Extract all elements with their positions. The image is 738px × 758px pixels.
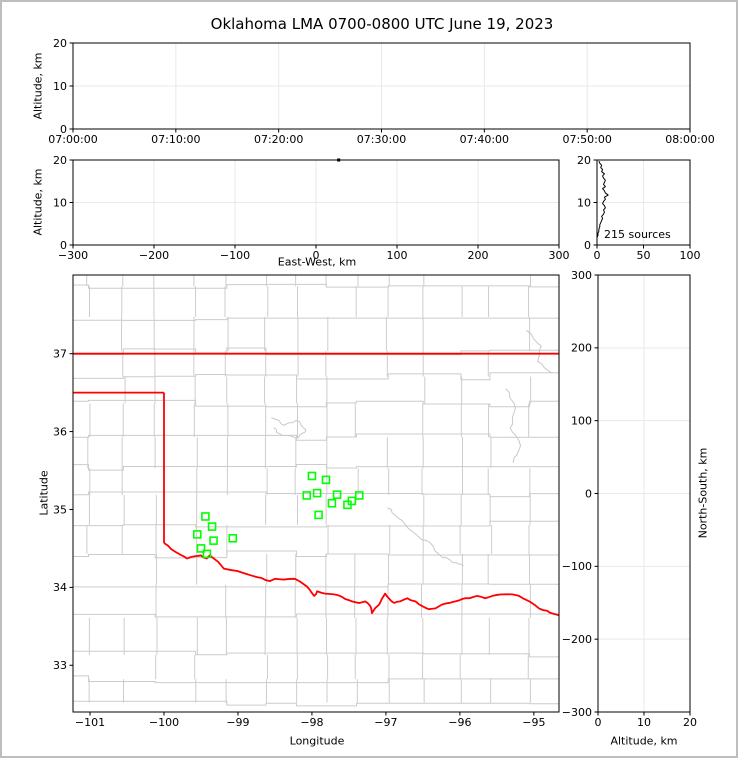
x-tick-label: 07:30:00	[357, 133, 406, 146]
x-tick-label: −100	[220, 249, 250, 262]
lma-station-marker	[228, 533, 238, 543]
y-tick-label: 10	[53, 80, 67, 93]
x-tick-label: 0	[313, 249, 320, 262]
state-border	[73, 352, 559, 617]
x-tick-label: −98	[300, 716, 323, 729]
x-tick-label: 0	[594, 249, 601, 262]
map-ylabel: Latitude	[37, 470, 51, 516]
x-tick-label: 07:40:00	[460, 133, 509, 146]
figure-title: Oklahoma LMA 0700-0800 UTC June 19, 2023	[210, 15, 554, 33]
y-tick-label: 35	[53, 503, 67, 516]
x-tick-label: 10	[637, 716, 651, 729]
map-layers	[73, 275, 559, 707]
lma-station-marker	[321, 475, 331, 485]
y-tick-label: −300	[562, 706, 592, 719]
x-tick-label: −100	[149, 716, 179, 729]
x-tick-label: 07:10:00	[151, 133, 200, 146]
y-tick-label: 33	[53, 659, 67, 672]
y-tick-label: 300	[571, 269, 592, 282]
y-tick-label: 0	[585, 487, 592, 500]
lma-station-marker	[192, 530, 202, 539]
lma-station-marker	[201, 512, 210, 521]
lma-station-marker	[196, 544, 206, 553]
x-tick-label: 07:50:00	[562, 133, 611, 146]
lma-station-marker	[327, 498, 337, 508]
y-tick-label: 20	[53, 37, 67, 50]
x-tick-label: 07:00:00	[48, 133, 97, 146]
lma-station-marker	[314, 510, 323, 520]
lma-station-marker	[332, 490, 342, 499]
y-tick-label: −100	[562, 560, 592, 573]
y-tick-label: −200	[562, 633, 592, 646]
x-tick-label: 100	[387, 249, 408, 262]
x-tick-label: −95	[522, 716, 545, 729]
x-tick-label: 100	[680, 249, 701, 262]
x-tick-label: 20	[683, 716, 697, 729]
sources-count-annotation: 215 sources	[604, 228, 671, 241]
altitude-histogram-trace	[597, 160, 609, 244]
y-tick-label: 100	[571, 414, 592, 427]
lma-station-marker	[302, 491, 312, 500]
ns-panel-ylabel: North-South, km	[696, 447, 710, 539]
lma-stations	[192, 471, 364, 559]
x-tick-label: −96	[448, 716, 471, 729]
y-tick-label: 0	[60, 123, 67, 136]
ew-panel-xlabel: East-West, km	[277, 255, 357, 269]
x-tick-label: 200	[468, 249, 489, 262]
y-tick-label: 20	[577, 154, 591, 167]
x-tick-label: 07:20:00	[254, 133, 303, 146]
y-tick-label: 36	[53, 425, 67, 438]
y-tick-label: 0	[584, 239, 591, 252]
lma-station-marker	[307, 471, 317, 481]
x-tick-label: 08:00:00	[665, 133, 714, 146]
lma-station-marker	[343, 500, 352, 510]
x-tick-label: −97	[374, 716, 397, 729]
ns-panel-xlabel: Altitude, km	[610, 734, 678, 748]
x-tick-label: −99	[226, 716, 249, 729]
y-tick-label: 20	[53, 154, 67, 167]
y-tick-label: 200	[571, 342, 592, 355]
x-tick-label: −101	[75, 716, 105, 729]
y-tick-label: 0	[60, 239, 67, 252]
time-panel-ylabel: Altitude, km	[31, 52, 45, 120]
y-tick-label: 34	[53, 581, 67, 594]
lma-station-marker	[202, 549, 212, 559]
lma-station-marker	[209, 536, 218, 545]
ew-panel-ylabel: Altitude, km	[31, 168, 45, 236]
lma-station-marker	[312, 488, 322, 498]
lma-station-marker	[354, 491, 364, 500]
y-tick-label: 10	[577, 196, 591, 209]
panel-spine	[72, 274, 560, 713]
x-tick-label: 50	[637, 249, 651, 262]
x-tick-label: 300	[549, 249, 570, 262]
river-lines	[271, 329, 553, 566]
county-lines	[73, 275, 559, 707]
x-tick-label: −200	[139, 249, 169, 262]
x-tick-label: −300	[58, 249, 88, 262]
map-xlabel: Longitude	[289, 734, 345, 748]
y-tick-label: 10	[53, 196, 67, 209]
lma-station-marker	[207, 522, 217, 531]
y-tick-label: 37	[53, 347, 67, 360]
x-tick-label: 0	[595, 716, 602, 729]
